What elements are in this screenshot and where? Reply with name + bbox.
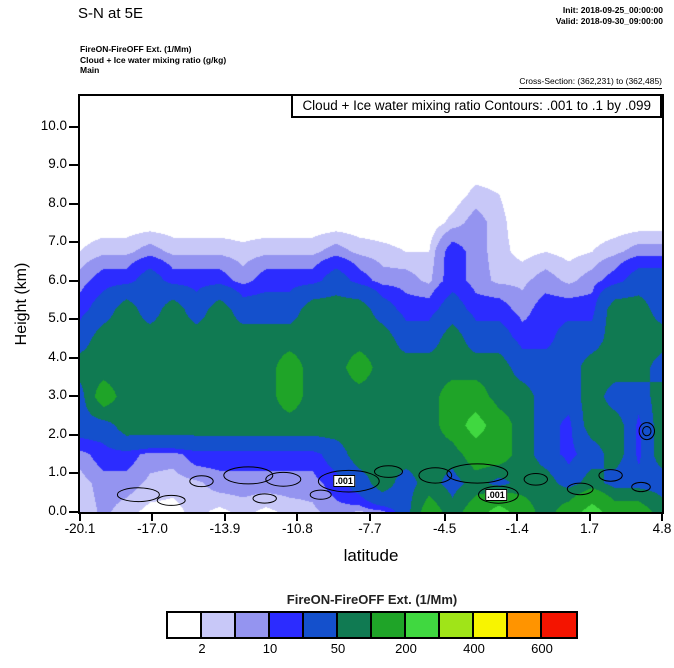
contour-line bbox=[418, 467, 453, 484]
colorbar-box bbox=[372, 613, 406, 637]
y-tick-mark bbox=[69, 164, 78, 167]
colorbar-box bbox=[236, 613, 270, 637]
x-tick-label: -10.8 bbox=[281, 521, 313, 536]
x-tick-mark bbox=[443, 514, 446, 521]
valid-time: Valid: 2018-09-30_09:00:00 bbox=[555, 16, 663, 26]
y-tick-label: 7.0 bbox=[48, 233, 67, 249]
colorbar-tick-label: 200 bbox=[395, 641, 417, 656]
x-tick-mark bbox=[368, 514, 371, 521]
contour-line bbox=[638, 422, 655, 441]
colorbar-box bbox=[508, 613, 542, 637]
y-tick-mark bbox=[69, 511, 78, 513]
y-tick-label: 1.0 bbox=[48, 464, 67, 480]
x-tick-label: 1.7 bbox=[580, 521, 599, 536]
plot-area: Cloud + Ice water mixing ratio Contours:… bbox=[78, 94, 664, 514]
colorbar-box bbox=[440, 613, 474, 637]
run-info: FireON-FireOFF Ext. (1/Mm) Cloud + Ice w… bbox=[80, 44, 226, 76]
contour-line bbox=[156, 494, 186, 506]
contour-line bbox=[478, 485, 519, 504]
y-tick-mark bbox=[69, 241, 78, 244]
contour-overlay bbox=[116, 422, 655, 506]
colorbar-tick-label: 400 bbox=[463, 641, 485, 656]
contour-line bbox=[189, 475, 214, 488]
run-info-line-3: Main bbox=[80, 65, 100, 75]
y-tick-mark bbox=[69, 395, 78, 398]
y-tick-mark bbox=[69, 356, 78, 359]
y-tick-label: 6.0 bbox=[48, 271, 67, 287]
x-tick-label: -4.5 bbox=[432, 521, 457, 536]
y-tick-label: 9.0 bbox=[48, 156, 67, 172]
contour-line bbox=[317, 469, 380, 493]
y-tick-label: 2.0 bbox=[48, 425, 67, 441]
cross-section-label: Cross-Section: (362,231) to (362,485) bbox=[519, 76, 662, 89]
colorbar-box bbox=[474, 613, 508, 637]
x-tick-label: -7.7 bbox=[358, 521, 382, 536]
x-tick-mark bbox=[588, 514, 591, 521]
y-tick-mark bbox=[69, 318, 78, 321]
contour-line bbox=[598, 469, 623, 482]
colorbar-box bbox=[542, 613, 576, 637]
page-title: S-N at 5E bbox=[78, 5, 144, 22]
contour-label: .001 bbox=[485, 488, 507, 501]
x-tick-mark bbox=[296, 514, 299, 521]
x-tick-mark bbox=[516, 514, 519, 521]
contour-line bbox=[265, 471, 302, 487]
contour-canvas bbox=[80, 96, 662, 512]
colorbar-title: FireON-FireOFF Ext. (1/Mm) bbox=[286, 592, 458, 607]
x-tick-mark bbox=[151, 514, 154, 521]
y-tick-mark bbox=[69, 125, 78, 128]
x-tick-mark bbox=[79, 514, 81, 521]
y-tick-label: 3.0 bbox=[48, 387, 67, 403]
y-tick-mark bbox=[69, 279, 78, 282]
run-info-line-2: Cloud + Ice water mixing ratio (g/kg) bbox=[80, 54, 227, 65]
y-tick-mark bbox=[69, 433, 78, 436]
y-tick-label: 0.0 bbox=[48, 503, 67, 518]
contour-line bbox=[523, 473, 548, 486]
contour-line bbox=[566, 482, 594, 496]
plot-title-box: Cloud + Ice water mixing ratio Contours:… bbox=[291, 96, 662, 118]
contour-line bbox=[309, 489, 332, 500]
colorbar-box bbox=[168, 613, 202, 637]
init-time: Init: 2018-09-25_00:00:00 bbox=[562, 5, 663, 15]
x-tick-label: -1.4 bbox=[505, 521, 529, 536]
y-tick-label: 4.0 bbox=[48, 348, 67, 364]
colorbar-tick-label: 10 bbox=[262, 641, 278, 656]
contour-line bbox=[446, 463, 509, 484]
colorbar-box bbox=[202, 613, 236, 637]
contour-line bbox=[116, 487, 160, 503]
colorbar-box bbox=[338, 613, 372, 637]
colorbar-tick-label: 50 bbox=[330, 641, 346, 656]
colorbar-box bbox=[270, 613, 304, 637]
y-tick-mark bbox=[69, 202, 78, 205]
x-tick-label: -17.0 bbox=[137, 521, 168, 536]
contour-line bbox=[374, 465, 403, 478]
y-tick-label: 8.0 bbox=[48, 194, 67, 210]
colorbar-box bbox=[406, 613, 440, 637]
colorbar-tick-label: 2 bbox=[198, 641, 206, 656]
x-tick-label: -20.1 bbox=[64, 521, 96, 536]
x-tick-label: -13.9 bbox=[209, 521, 241, 536]
colorbar-box bbox=[304, 613, 338, 637]
contour-line bbox=[223, 466, 274, 485]
contour-label: .001 bbox=[333, 475, 355, 488]
model-times: Init: 2018-09-25_00:00:00 Valid: 2018-09… bbox=[556, 5, 663, 27]
colorbar bbox=[166, 611, 578, 639]
x-tick-mark bbox=[223, 514, 226, 521]
run-info-line-1: FireON-FireOFF Ext. (1/Mm) bbox=[80, 44, 192, 54]
y-tick-mark bbox=[69, 472, 78, 475]
colorbar-tick-label: 600 bbox=[531, 641, 553, 656]
contour-line bbox=[642, 426, 652, 437]
x-tick-label: 4.8 bbox=[652, 521, 672, 536]
x-tick-mark bbox=[661, 514, 663, 521]
x-axis-label: latitude bbox=[343, 546, 399, 565]
y-tick-label: 5.0 bbox=[48, 310, 67, 326]
contour-line bbox=[252, 493, 277, 504]
y-tick-label: 10.0 bbox=[40, 117, 67, 133]
contour-line bbox=[631, 481, 651, 493]
